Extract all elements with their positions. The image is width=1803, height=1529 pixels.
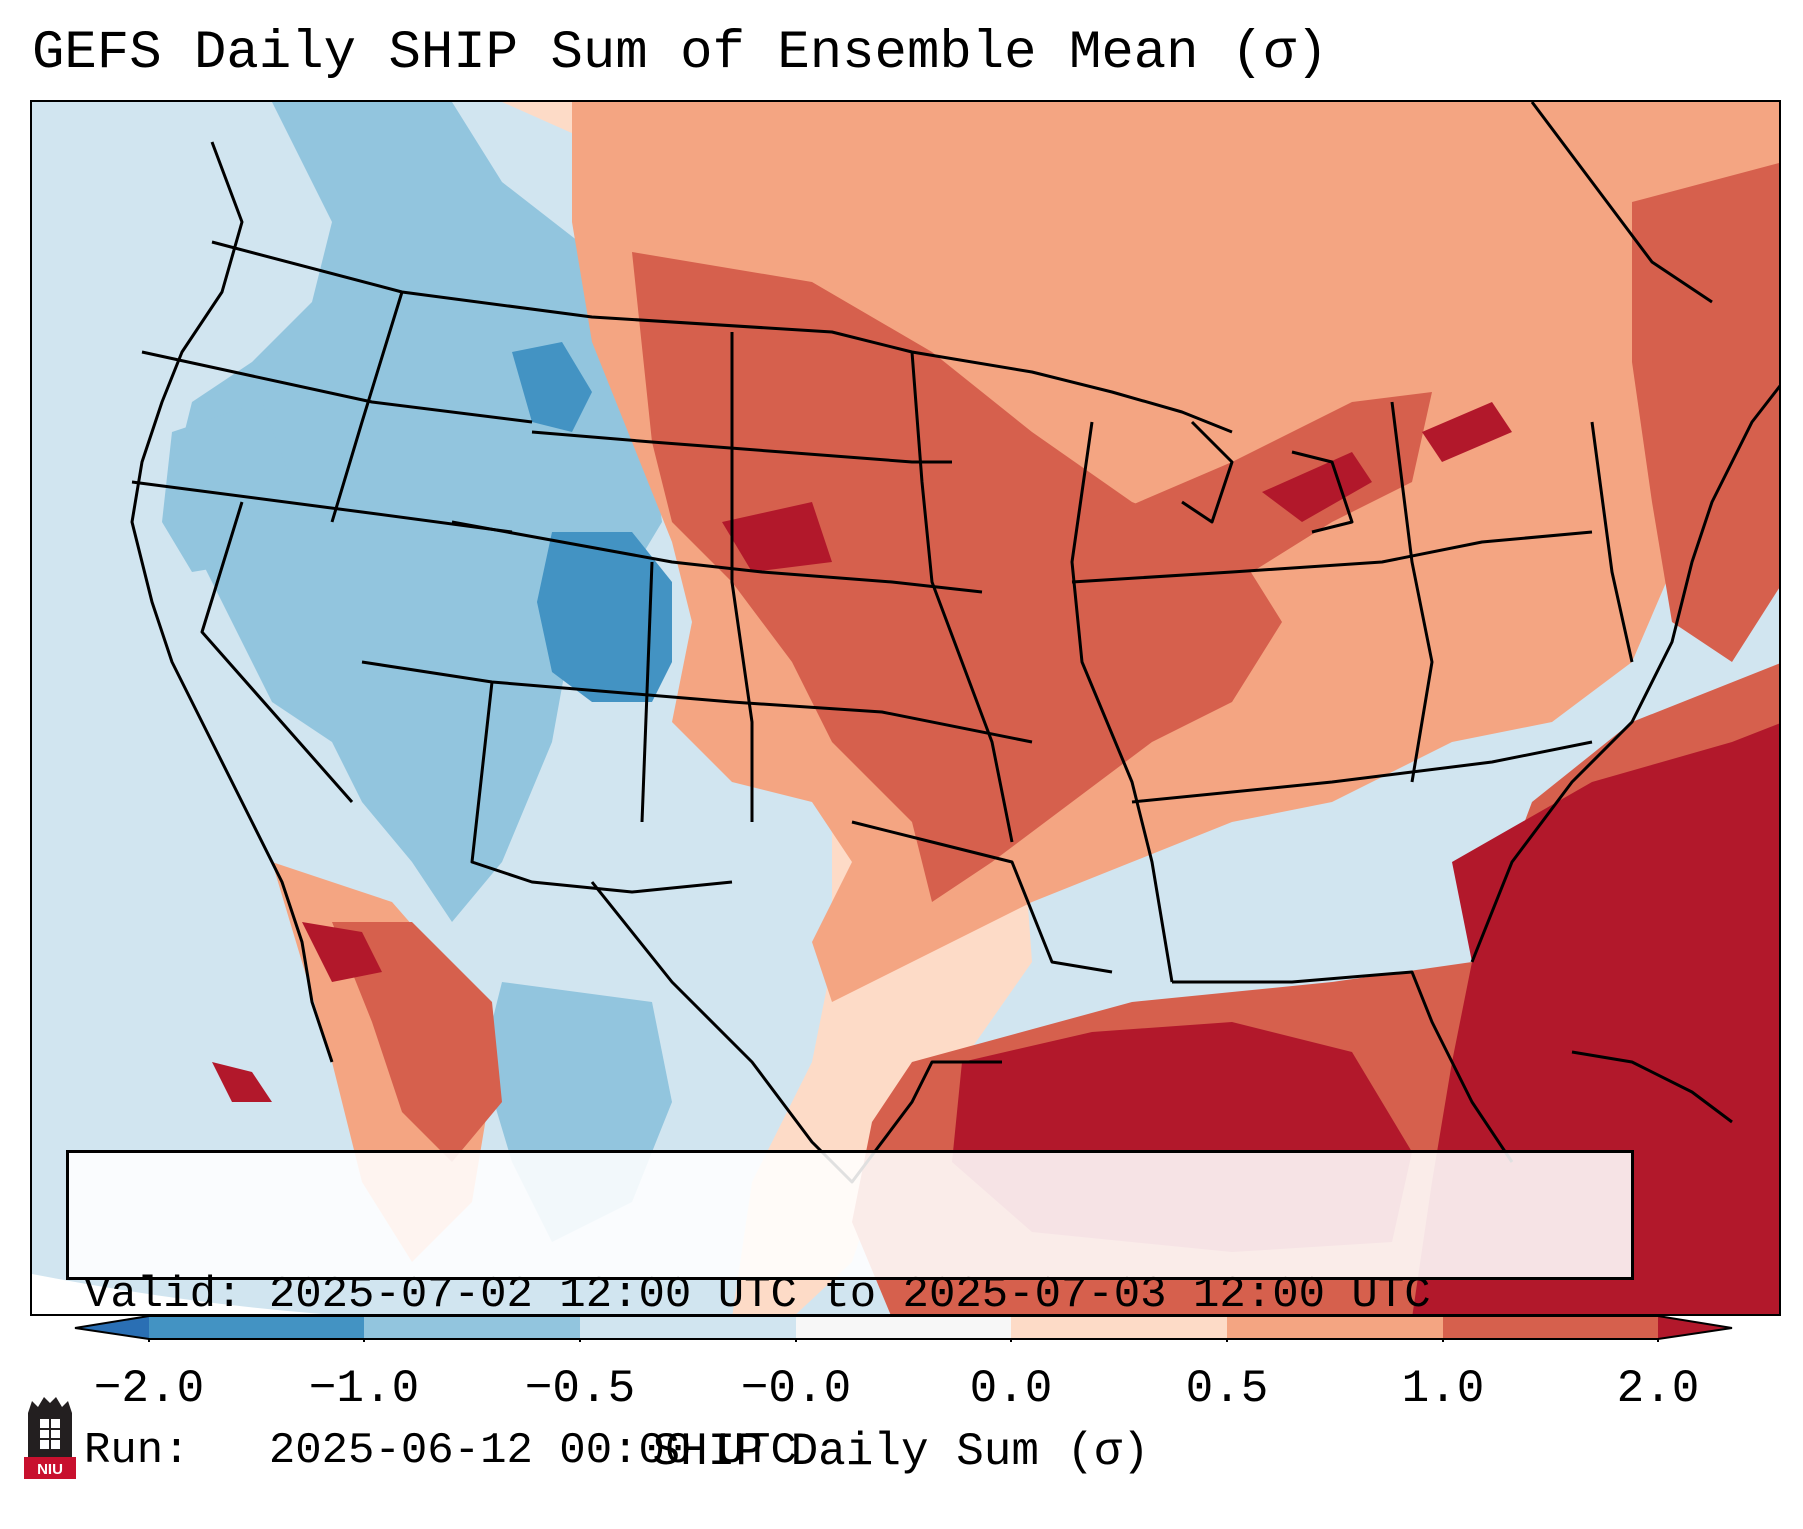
st-lawrence	[1530, 102, 1713, 304]
colorbar-tick-label: 0.5	[1185, 1363, 1269, 1415]
colorbar-over-arrow	[1658, 1316, 1732, 1339]
colorbar-tick-label: 2.0	[1616, 1363, 1700, 1415]
political-boundaries	[130, 102, 1779, 1184]
west-coast-outline	[130, 141, 334, 1063]
colorbar-bin-neg1-neg05	[364, 1316, 580, 1339]
mid-atlantic-border	[1590, 421, 1634, 663]
region-neg-2-to-neg-1	[537, 532, 672, 702]
central-latitude-border	[451, 520, 983, 594]
ohio-valley-border	[1071, 530, 1593, 584]
colorbar-under-arrow	[75, 1316, 149, 1339]
chart-title: GEFS Daily SHIP Sum of Ensemble Mean (σ)	[32, 23, 1329, 84]
colorbar-label: SHIP Daily Sum (σ)	[652, 1426, 1150, 1478]
region-neg-1-to-neg-05	[172, 102, 662, 922]
niu-logo-icon: NIU	[24, 1397, 76, 1479]
region-1-to-2-northeast	[1632, 163, 1779, 662]
lake-michigan	[1181, 420, 1234, 524]
anomaly-map	[32, 102, 1779, 1314]
colorbar-bin-0-05	[1011, 1316, 1227, 1339]
colorbar-tick-label: 1.0	[1401, 1363, 1485, 1415]
region-over-2-erie	[1262, 452, 1372, 522]
region-over-2-nebraska	[722, 502, 832, 572]
colorbar-bin-neg2-neg1	[149, 1316, 364, 1339]
az-nm-border	[470, 681, 733, 894]
appalachian-border	[1390, 401, 1434, 783]
valid-run-info-box: Valid: 2025-07-02 12:00 UTC to 2025-07-0…	[66, 1150, 1634, 1476]
wy-mt-border	[531, 430, 952, 464]
colorbar-tick-label: −0.0	[740, 1363, 852, 1415]
southwest-latitude-border	[361, 660, 1033, 744]
colorbar-tick-label: 0.0	[969, 1363, 1053, 1415]
valid-label: Valid:	[84, 1270, 243, 1320]
colorbar-ticks	[148, 1339, 1659, 1342]
region-over-2-socal	[302, 922, 382, 982]
region-california-blue	[162, 402, 292, 572]
region-over-2-ontario	[1422, 402, 1512, 462]
texas-north-border	[851, 820, 1113, 974]
run-label: Run:	[84, 1426, 190, 1476]
region-over-2-pacific	[212, 1062, 272, 1102]
plains-border	[730, 332, 754, 822]
gulf-coast-florida	[1172, 970, 1514, 1163]
region-1-to-2-central	[632, 252, 1282, 902]
co-ut-border	[640, 561, 654, 823]
valid-row: Valid: 2025-07-02 12:00 UTC to 2025-07-0…	[84, 1269, 1631, 1321]
colorbar-bin-1-2	[1443, 1316, 1658, 1339]
logo-text: NIU	[37, 1461, 63, 1478]
valid-value: 2025-07-02 12:00 UTC to 2025-07-03 12:00…	[268, 1270, 1431, 1320]
colorbar-tick-label: −1.0	[308, 1363, 420, 1415]
run-row: Run: 2025-06-12 00:00 UTC	[84, 1425, 1631, 1477]
colorbar-bin-05-1	[1227, 1316, 1443, 1339]
id-wa-border	[330, 291, 404, 523]
region-1-to-2-lakes	[1092, 392, 1432, 582]
mississippi-river	[1070, 421, 1174, 983]
colorbar-tick-label: −0.5	[524, 1363, 636, 1415]
projection-edge	[32, 1274, 322, 1314]
mississippi-west-border	[910, 351, 1014, 843]
region-neg-2-to-neg-1-north	[512, 342, 592, 432]
colorbar-tick-label: −2.0	[93, 1363, 205, 1415]
cuba-outline	[1571, 1050, 1733, 1124]
lake-huron	[1291, 450, 1354, 534]
nevada-border	[200, 501, 354, 803]
colorbar-bin-0-0	[796, 1316, 1011, 1339]
colorbar	[74, 1315, 1733, 1342]
colorbar-bin-neg05-0	[580, 1316, 796, 1339]
run-value: 2025-06-12 00:00 UTC	[268, 1426, 797, 1476]
atlantic-coast	[1470, 384, 1779, 963]
map-panel	[30, 100, 1781, 1316]
region-sonora-red	[332, 922, 502, 1162]
tennessee-border	[1131, 740, 1593, 804]
or-wa-border	[141, 350, 533, 424]
